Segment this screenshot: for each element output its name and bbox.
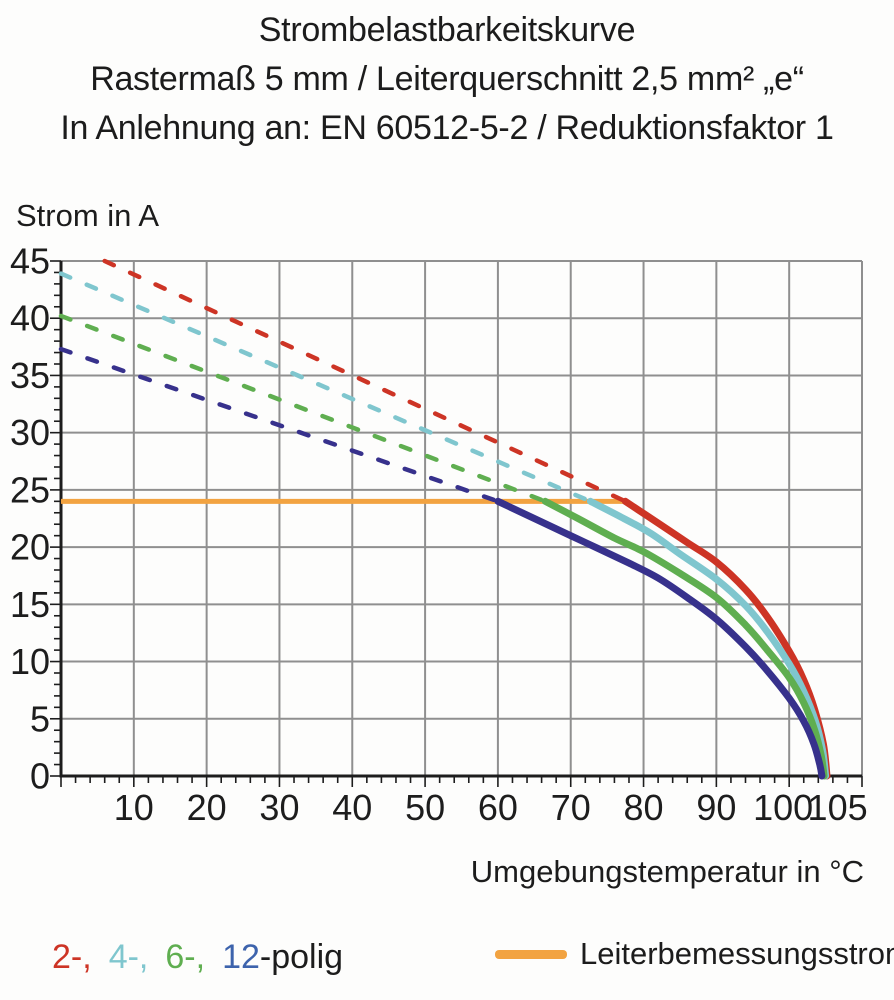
x-tick-label: 50 (405, 787, 445, 828)
poles-legend-item: 12 (222, 938, 260, 976)
y-tick-label: 45 (10, 241, 50, 282)
y-tick-label: 30 (10, 412, 50, 453)
y-tick-label: 0 (30, 756, 50, 797)
y-tick-label: 10 (10, 641, 50, 682)
x-tick-label: 20 (187, 787, 227, 828)
series-12-polig-dashed (58, 346, 501, 504)
series-6-polig-solid (541, 497, 828, 780)
y-tick-label: 40 (10, 298, 50, 339)
x-tick-label: 60 (478, 787, 518, 828)
title-line-3: In Anlehnung an: EN 60512-5-2 / Reduktio… (60, 109, 834, 147)
rated-current-legend-label: Leiterbemessungsstrom (580, 936, 894, 971)
y-tick-label: 5 (30, 698, 50, 739)
x-tick-label: 100 (753, 787, 813, 828)
x-axis-title: Umgebungstemperatur in °C (470, 854, 864, 889)
x-tick-label: 10 (114, 787, 154, 828)
title-line-2: Rastermaß 5 mm / Leiterquerschnitt 2,5 m… (90, 60, 804, 98)
poles-legend-item: 6-, (165, 938, 206, 976)
series-2-polig-dashed (102, 258, 628, 504)
series-12-polig-solid (494, 497, 826, 780)
y-tick-label: 20 (10, 527, 50, 568)
series-4-polig-dashed (58, 271, 593, 504)
y-tick-label: 15 (10, 584, 50, 625)
poles-legend: 2-, 4-, 6-, 12-polig (52, 938, 343, 977)
series-6-polig-dashed (58, 313, 548, 504)
poles-legend-suffix: -polig (259, 938, 344, 976)
rated-current-legend: Leiterbemessungsstrom (495, 932, 894, 976)
y-tick-label: 35 (10, 355, 50, 396)
poles-legend-item: 2-, (52, 938, 92, 976)
title-line-1: Strombelastbarkeitskurve (258, 11, 636, 49)
y-tick-label: 25 (10, 469, 50, 510)
current-capacity-chart: 0 5 10 15 20 25 30 35 40 45 10 20 30 40 50 60 70 80 90 1001… (10, 241, 868, 829)
series-2-polig-solid (621, 497, 831, 780)
x-tick-label: 30 (259, 787, 299, 828)
rated-current-line-swatch (495, 949, 567, 959)
x-tick-label: 80 (624, 787, 664, 828)
x-tick-label: 40 (332, 787, 372, 828)
x-tick-label: 105 (808, 787, 868, 828)
x-tick-label: 90 (696, 787, 736, 828)
y-axis-title: Strom in A (16, 198, 159, 233)
series-4-polig-solid (586, 497, 830, 780)
poles-legend-item: 4-, (108, 938, 149, 976)
x-tick-label: 70 (551, 787, 591, 828)
chart-title-block: Strombelastbarkeitskurve Rastermaß 5 mm … (0, 6, 894, 153)
